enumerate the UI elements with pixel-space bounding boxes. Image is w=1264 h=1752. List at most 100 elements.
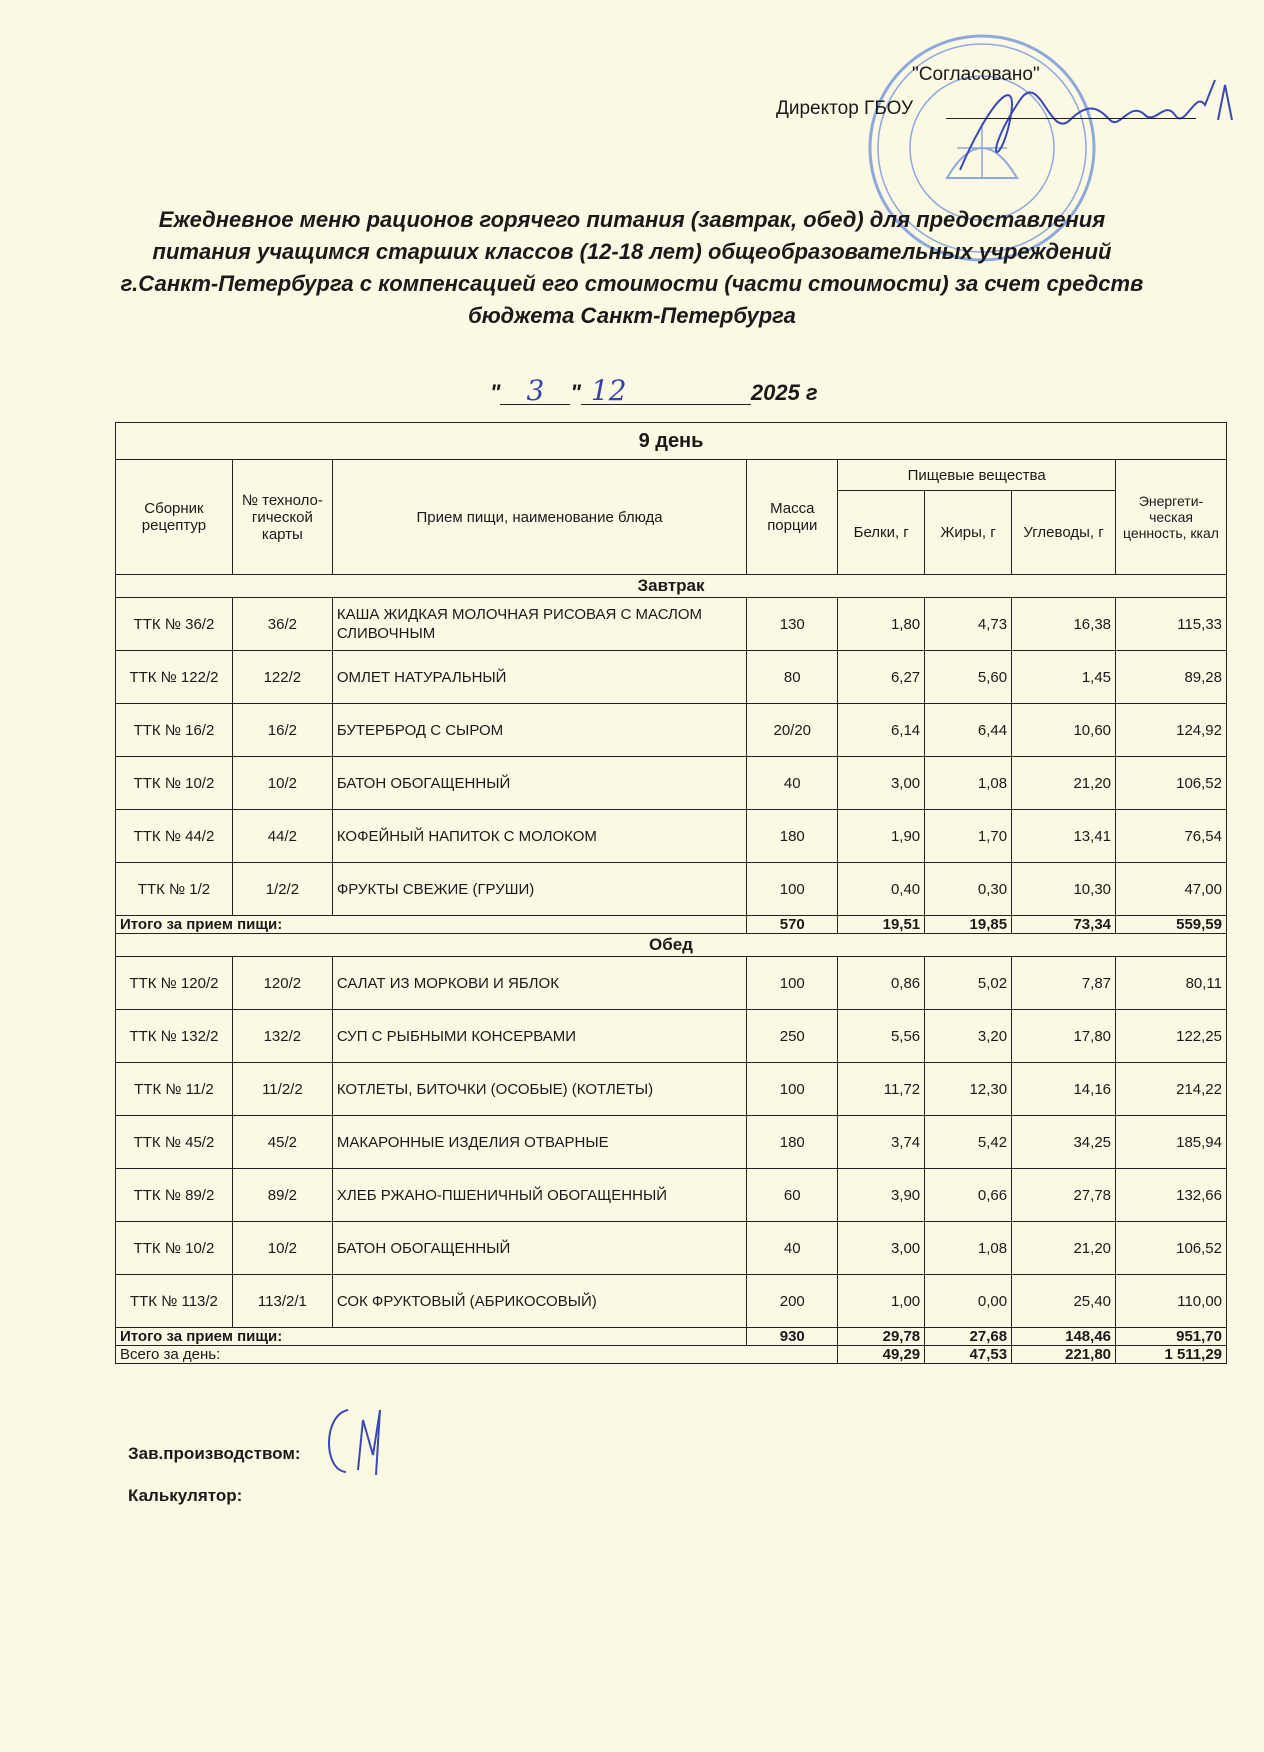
cell-carbs: 10,30 bbox=[1011, 862, 1117, 916]
cell-carbs: 1,45 bbox=[1011, 650, 1117, 704]
cell-mass: 180 bbox=[746, 809, 839, 863]
cell-protein: 3,74 bbox=[837, 1115, 926, 1169]
cell-fat: 0,30 bbox=[924, 862, 1013, 916]
director-label: Директор ГБОУ bbox=[776, 98, 914, 119]
cell-carbs: 13,41 bbox=[1011, 809, 1117, 863]
cell-energy: 89,28 bbox=[1115, 650, 1227, 704]
header-fat: Жиры, г bbox=[924, 490, 1013, 575]
day-title: 9 день bbox=[115, 422, 1227, 460]
production-head-signature bbox=[328, 1409, 381, 1476]
cell-protein: 0,86 bbox=[837, 956, 926, 1010]
cell-carbs: 34,25 bbox=[1011, 1115, 1117, 1169]
cell-mass: 200 bbox=[746, 1274, 839, 1328]
table-row: ТТК № 11/2 11/2/2 КОТЛЕТЫ, БИТОЧКИ (ОСОБЫЕ… bbox=[115, 1062, 1227, 1116]
cell-tech-card: 16/2 bbox=[231, 703, 333, 757]
production-head-label: Зав.производством: bbox=[128, 1444, 301, 1463]
cell-tech-card: 113/2/1 bbox=[231, 1274, 333, 1328]
cell-collection: ТТК № 44/2 bbox=[115, 809, 233, 863]
cell-collection: ТТК № 36/2 bbox=[115, 597, 233, 651]
cell-mass: 130 bbox=[746, 597, 839, 651]
day-total-energy: 1 511,29 bbox=[1115, 1345, 1227, 1364]
cell-energy: 76,54 bbox=[1115, 809, 1227, 863]
cell-collection: ТТК № 45/2 bbox=[115, 1115, 233, 1169]
total-carbs: 73,34 bbox=[1011, 915, 1117, 934]
cell-tech-card: 11/2/2 bbox=[231, 1062, 333, 1116]
day-total-fat: 47,53 bbox=[924, 1345, 1013, 1364]
cell-energy: 124,92 bbox=[1115, 703, 1227, 757]
cell-protein: 11,72 bbox=[837, 1062, 926, 1116]
table-row: ТТК № 45/2 45/2 МАКАРОННЫЕ ИЗДЕЛИЯ ОТВАРНЫ… bbox=[115, 1115, 1227, 1169]
cell-energy: 185,94 bbox=[1115, 1115, 1227, 1169]
table-row: ТТК № 1/2 1/2/2 ФРУКТЫ СВЕЖИЕ (ГРУШИ) 100 0,… bbox=[115, 862, 1227, 916]
cell-energy: 110,00 bbox=[1115, 1274, 1227, 1328]
quote-open: " bbox=[490, 380, 501, 405]
total-fat: 27,68 bbox=[924, 1327, 1013, 1346]
table-row: ТТК № 122/2 122/2 ОМЛЕТ НАТУРАЛЬНЫЙ 80 6,27 5… bbox=[115, 650, 1227, 704]
cell-protein: 3,90 bbox=[837, 1168, 926, 1222]
cell-dish: КАША ЖИДКАЯ МОЛОЧНАЯ РИСОВАЯ С МАСЛОМ СЛ… bbox=[331, 597, 748, 651]
cell-energy: 47,00 bbox=[1115, 862, 1227, 916]
cell-energy: 106,52 bbox=[1115, 756, 1227, 810]
quote-close: " bbox=[570, 380, 581, 405]
header-tech-card: № техноло-гической карты bbox=[231, 459, 333, 575]
date-year: 2025 г bbox=[750, 380, 818, 405]
cell-tech-card: 132/2 bbox=[231, 1009, 333, 1063]
cell-fat: 5,60 bbox=[924, 650, 1013, 704]
table-row: ТТК № 44/2 44/2 КОФЕЙНЫЙ НАПИТОК С МОЛОКОМ… bbox=[115, 809, 1227, 863]
cell-protein: 6,27 bbox=[837, 650, 926, 704]
cell-fat: 12,30 bbox=[924, 1062, 1013, 1116]
cell-collection: ТТК № 122/2 bbox=[115, 650, 233, 704]
cell-protein: 5,56 bbox=[837, 1009, 926, 1063]
header-protein: Белки, г bbox=[837, 490, 926, 575]
cell-protein: 3,00 bbox=[837, 1221, 926, 1275]
date-month: 12 bbox=[580, 377, 751, 405]
cell-tech-card: 122/2 bbox=[231, 650, 333, 704]
cell-energy: 214,22 bbox=[1115, 1062, 1227, 1116]
total-mass: 930 bbox=[746, 1327, 839, 1346]
official-stamp bbox=[868, 34, 1096, 262]
cell-tech-card: 120/2 bbox=[231, 956, 333, 1010]
cell-dish: БУТЕРБРОД С СЫРОМ bbox=[331, 703, 748, 757]
cell-fat: 1,08 bbox=[924, 1221, 1013, 1275]
cell-dish: КОТЛЕТЫ, БИТОЧКИ (ОСОБЫЕ) (КОТЛЕТЫ) bbox=[331, 1062, 748, 1116]
day-total-label: Всего за день: bbox=[114, 1345, 839, 1364]
cell-energy: 122,25 bbox=[1115, 1009, 1227, 1063]
cell-mass: 250 bbox=[746, 1009, 839, 1063]
header-energy: Энергети-ческая ценность, ккал bbox=[1115, 459, 1227, 575]
section-total-row: Итого за прием пищи: 930 29,78 27,68 148… bbox=[114, 1327, 1227, 1346]
cell-carbs: 21,20 bbox=[1011, 756, 1117, 810]
cell-mass: 100 bbox=[746, 1062, 839, 1116]
cell-collection: ТТК № 132/2 bbox=[115, 1009, 233, 1063]
total-protein: 19,51 bbox=[837, 915, 926, 934]
table-row: ТТК № 10/2 10/2 БАТОН ОБОГАЩЕННЫЙ 40 3,00 1,0… bbox=[115, 1221, 1227, 1275]
cell-mass: 100 bbox=[746, 862, 839, 916]
cell-fat: 1,70 bbox=[924, 809, 1013, 863]
cell-collection: ТТК № 10/2 bbox=[115, 1221, 233, 1275]
total-mass: 570 bbox=[746, 915, 839, 934]
total-protein: 29,78 bbox=[837, 1327, 926, 1346]
cell-protein: 1,00 bbox=[837, 1274, 926, 1328]
table-row: ТТК № 113/2 113/2/1 СОК ФРУКТОВЫЙ (АБРИКОС… bbox=[115, 1274, 1227, 1328]
total-label: Итого за прием пищи: bbox=[114, 915, 748, 934]
table-row: ТТК № 10/2 10/2 БАТОН ОБОГАЩЕННЫЙ 40 3,00 1,0… bbox=[115, 756, 1227, 810]
header-collection: Сборник рецептур bbox=[115, 459, 233, 575]
cell-carbs: 16,38 bbox=[1011, 597, 1117, 651]
cell-mass: 80 bbox=[746, 650, 839, 704]
calculator-label: Калькулятор: bbox=[128, 1486, 243, 1505]
cell-mass: 180 bbox=[746, 1115, 839, 1169]
cell-tech-card: 10/2 bbox=[231, 756, 333, 810]
cell-tech-card: 45/2 bbox=[231, 1115, 333, 1169]
total-carbs: 148,46 bbox=[1011, 1327, 1117, 1346]
cell-dish: БАТОН ОБОГАЩЕННЫЙ bbox=[331, 1221, 748, 1275]
section-total-row: Итого за прием пищи: 570 19,51 19,85 73,… bbox=[114, 915, 1227, 934]
cell-dish: БАТОН ОБОГАЩЕННЫЙ bbox=[331, 756, 748, 810]
cell-carbs: 21,20 bbox=[1011, 1221, 1117, 1275]
cell-collection: ТТК № 113/2 bbox=[115, 1274, 233, 1328]
director-signature bbox=[959, 79, 1233, 171]
table-row: ТТК № 16/2 16/2 БУТЕРБРОД С СЫРОМ 20/20 6,14… bbox=[115, 703, 1227, 757]
cell-fat: 6,44 bbox=[924, 703, 1013, 757]
cell-mass: 100 bbox=[746, 956, 839, 1010]
cell-dish: СОК ФРУКТОВЫЙ (АБРИКОСОВЫЙ) bbox=[331, 1274, 748, 1328]
cell-carbs: 17,80 bbox=[1011, 1009, 1117, 1063]
cell-carbs: 14,16 bbox=[1011, 1062, 1117, 1116]
